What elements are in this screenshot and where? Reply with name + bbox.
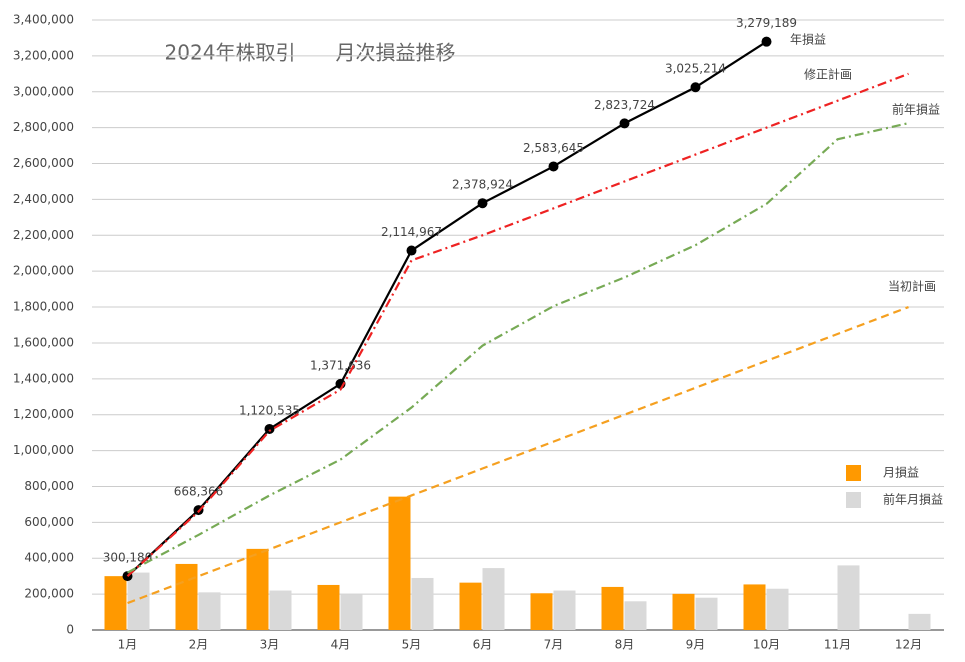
data-label: 1,371,636 (310, 358, 371, 372)
bar (766, 588, 789, 630)
x-tick-label: 10月 (753, 638, 780, 652)
point (690, 82, 701, 93)
data-label: 2,823,724 (594, 98, 655, 112)
bar (411, 577, 434, 630)
legend-swatch (846, 465, 861, 481)
bar (837, 565, 860, 630)
legend-label: 月損益 (883, 465, 919, 480)
y-tick-label: 2,800,000 (13, 120, 74, 134)
y-tick-label: 1,800,000 (13, 300, 74, 314)
y-tick-label: 2,400,000 (13, 192, 74, 206)
point (477, 198, 488, 209)
y-tick-label: 1,200,000 (13, 407, 74, 421)
legend-label: 前年月損益 (883, 492, 943, 507)
point (619, 118, 630, 129)
bar (317, 584, 340, 630)
y-tick-label: 1,600,000 (13, 335, 74, 349)
bar (530, 593, 553, 630)
bar (388, 496, 411, 630)
data-label: 1,120,535 (239, 403, 300, 417)
bar (175, 563, 198, 630)
bar (198, 592, 221, 630)
x-tick-label: 8月 (615, 638, 635, 652)
x-tick-label: 1月 (118, 638, 138, 652)
data-label: 2,378,924 (452, 178, 513, 192)
point (761, 36, 772, 47)
y-tick-label: 400,000 (24, 551, 74, 565)
series-label: 前年損益 (892, 102, 940, 117)
y-tick-label: 200,000 (24, 587, 74, 601)
y-tick-label: 3,000,000 (13, 84, 74, 98)
x-tick-label: 9月 (686, 638, 706, 652)
y-tick-label: 800,000 (24, 479, 74, 493)
bar (459, 582, 482, 630)
x-tick-label: 6月 (473, 638, 493, 652)
point (548, 161, 559, 172)
bar (601, 586, 624, 630)
data-label: 2,583,645 (523, 141, 584, 155)
data-label: 2,114,967 (381, 225, 442, 239)
line (126, 72, 909, 577)
x-tick-label: 7月 (544, 638, 564, 652)
series-label: 修正計画 (804, 67, 852, 82)
bar (269, 590, 292, 630)
y-tick-label: 2,000,000 (13, 264, 74, 278)
x-tick-label: 4月 (331, 638, 351, 652)
series-label: 年損益 (790, 32, 826, 47)
legend-swatch (846, 492, 861, 508)
y-tick-label: 3,400,000 (13, 13, 74, 27)
data-label: 3,025,214 (665, 62, 726, 76)
bar (672, 593, 695, 630)
y-tick-label: 600,000 (24, 515, 74, 529)
y-tick-label: 1,000,000 (13, 443, 74, 457)
y-tick-label: 2,600,000 (13, 156, 74, 170)
bar (127, 572, 150, 630)
bar (624, 601, 647, 630)
data-label: 668,366 (174, 485, 224, 499)
chart-title: 2024年株取引 月次損益推移 (165, 41, 456, 65)
series-label: 当初計画 (888, 279, 936, 294)
bar (695, 597, 718, 630)
y-tick-label: 3,200,000 (13, 48, 74, 62)
bar (743, 584, 766, 630)
line (127, 306, 909, 605)
data-label: 300,180 (103, 551, 153, 565)
x-tick-label: 11月 (824, 638, 851, 652)
bar (104, 576, 127, 630)
point (264, 423, 275, 434)
x-tick-label: 5月 (402, 638, 422, 652)
y-tick-label: 1,400,000 (13, 371, 74, 385)
y-tick-label: 0 (66, 623, 74, 637)
bar (553, 590, 576, 630)
x-tick-label: 12月 (895, 638, 922, 652)
line (126, 122, 909, 574)
bar (246, 548, 269, 630)
bar (340, 594, 363, 630)
y-tick-label: 2,200,000 (13, 228, 74, 242)
data-label: 3,279,189 (736, 16, 797, 30)
x-tick-label: 2月 (189, 638, 209, 652)
x-tick-label: 3月 (260, 638, 280, 652)
point (406, 245, 417, 256)
bar (908, 613, 931, 630)
line (126, 40, 768, 577)
bar (482, 568, 505, 630)
